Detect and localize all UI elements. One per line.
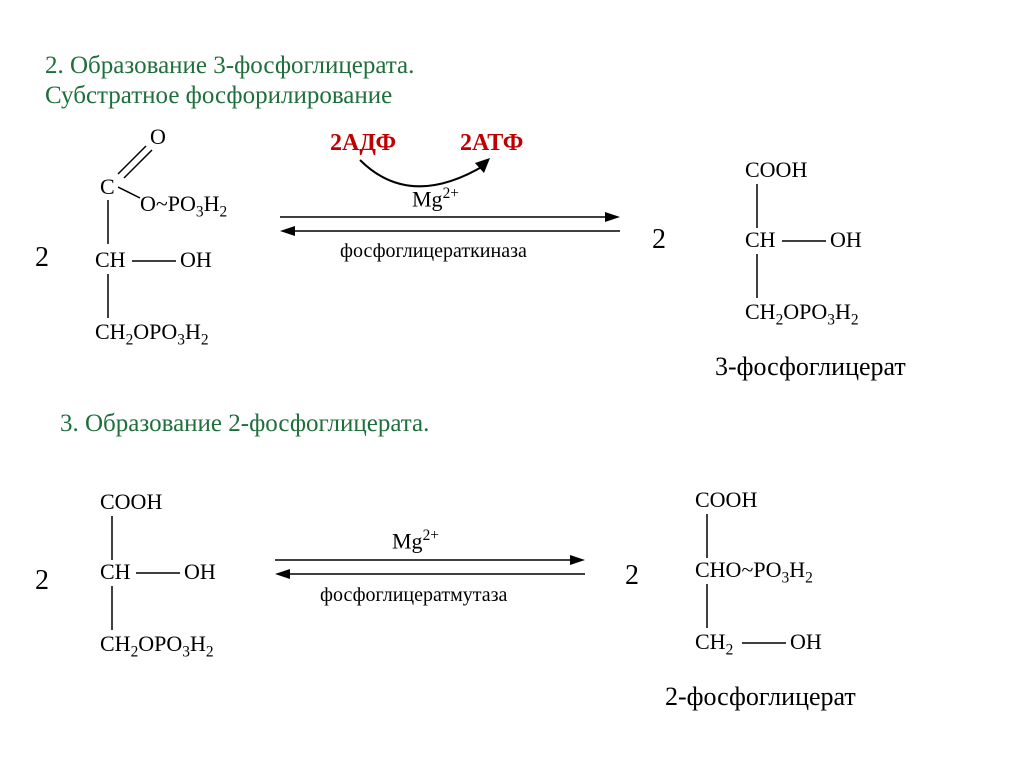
s3-cofactor: Mg2+: [392, 528, 439, 554]
s2-right-mol-ch: CH: [745, 228, 776, 252]
section2-title-line2: Субстратное фосфорилирование: [45, 82, 392, 110]
s3-enzyme: фосфоглицератмутаза: [320, 584, 507, 607]
s3-left-mol-oh: OH: [184, 560, 216, 584]
s2-enzyme: фосфоглицераткиназа: [340, 240, 527, 263]
s3-reaction-arrows: [270, 548, 590, 588]
s2-right-mol-ch2opo3h2: CH2OPO3H2: [745, 300, 859, 329]
s3-right-hbond2: [742, 642, 786, 644]
s2-left-mol-c: C: [100, 175, 115, 199]
section3-title: 3. Образование 2-фосфоглицерата.: [60, 410, 429, 438]
s3-left-hbond1: [136, 572, 180, 574]
s2-product-name: 3-фосфоглицерат: [715, 352, 906, 382]
s2-right-vbond2: [755, 254, 759, 298]
s3-right-mol-oh: OH: [790, 630, 822, 654]
s2-left-vbond2: [106, 274, 110, 318]
s3-right-vbond2: [705, 584, 709, 628]
s2-atp: 2АТФ: [460, 130, 523, 157]
s2-adp: 2АДФ: [330, 130, 396, 157]
s2-left-coef: 2: [35, 242, 49, 274]
s2-adp-atp-arrow: [350, 155, 510, 215]
s2-right-mol-oh: OH: [830, 228, 862, 252]
s2-left-dblbond: [112, 140, 156, 180]
s2-left-mol-oh: OH: [180, 248, 212, 272]
s2-right-vbond1: [755, 184, 759, 228]
s2-right-hbond1: [782, 240, 826, 242]
s2-left-vbond1: [106, 200, 110, 244]
s2-right-coef: 2: [652, 224, 666, 256]
s3-right-mol-ch2: CH2: [695, 630, 733, 659]
s2-right-mol-cooh: COOH: [745, 158, 807, 182]
s2-left-mol-opo3h2: O~PO3H2: [140, 192, 227, 221]
s3-left-coef: 2: [35, 565, 49, 597]
s2-left-mol-ch: CH: [95, 248, 126, 272]
s3-left-mol-ch: CH: [100, 560, 131, 584]
s3-right-coef: 2: [625, 560, 639, 592]
s2-left-c-o-bond: [118, 186, 142, 200]
s3-product-name: 2-фосфоглицерат: [665, 682, 856, 712]
s3-left-mol-ch2opo3h2: CH2OPO3H2: [100, 632, 214, 661]
s3-right-vbond1: [705, 514, 709, 558]
section2-title-line1: 2. Образование 3-фосфоглицерата.: [45, 52, 414, 80]
s3-left-vbond2: [110, 586, 114, 630]
s3-left-mol-cooh: COOH: [100, 490, 162, 514]
s3-right-mol-cooh: COOH: [695, 488, 757, 512]
s3-right-mol-chopo3h2: CHO~PO3H2: [695, 558, 813, 587]
s2-left-hbond1: [132, 260, 176, 262]
s2-left-mol-ch2opo3h2: CH2OPO3H2: [95, 320, 209, 349]
s3-left-vbond1: [110, 516, 114, 560]
